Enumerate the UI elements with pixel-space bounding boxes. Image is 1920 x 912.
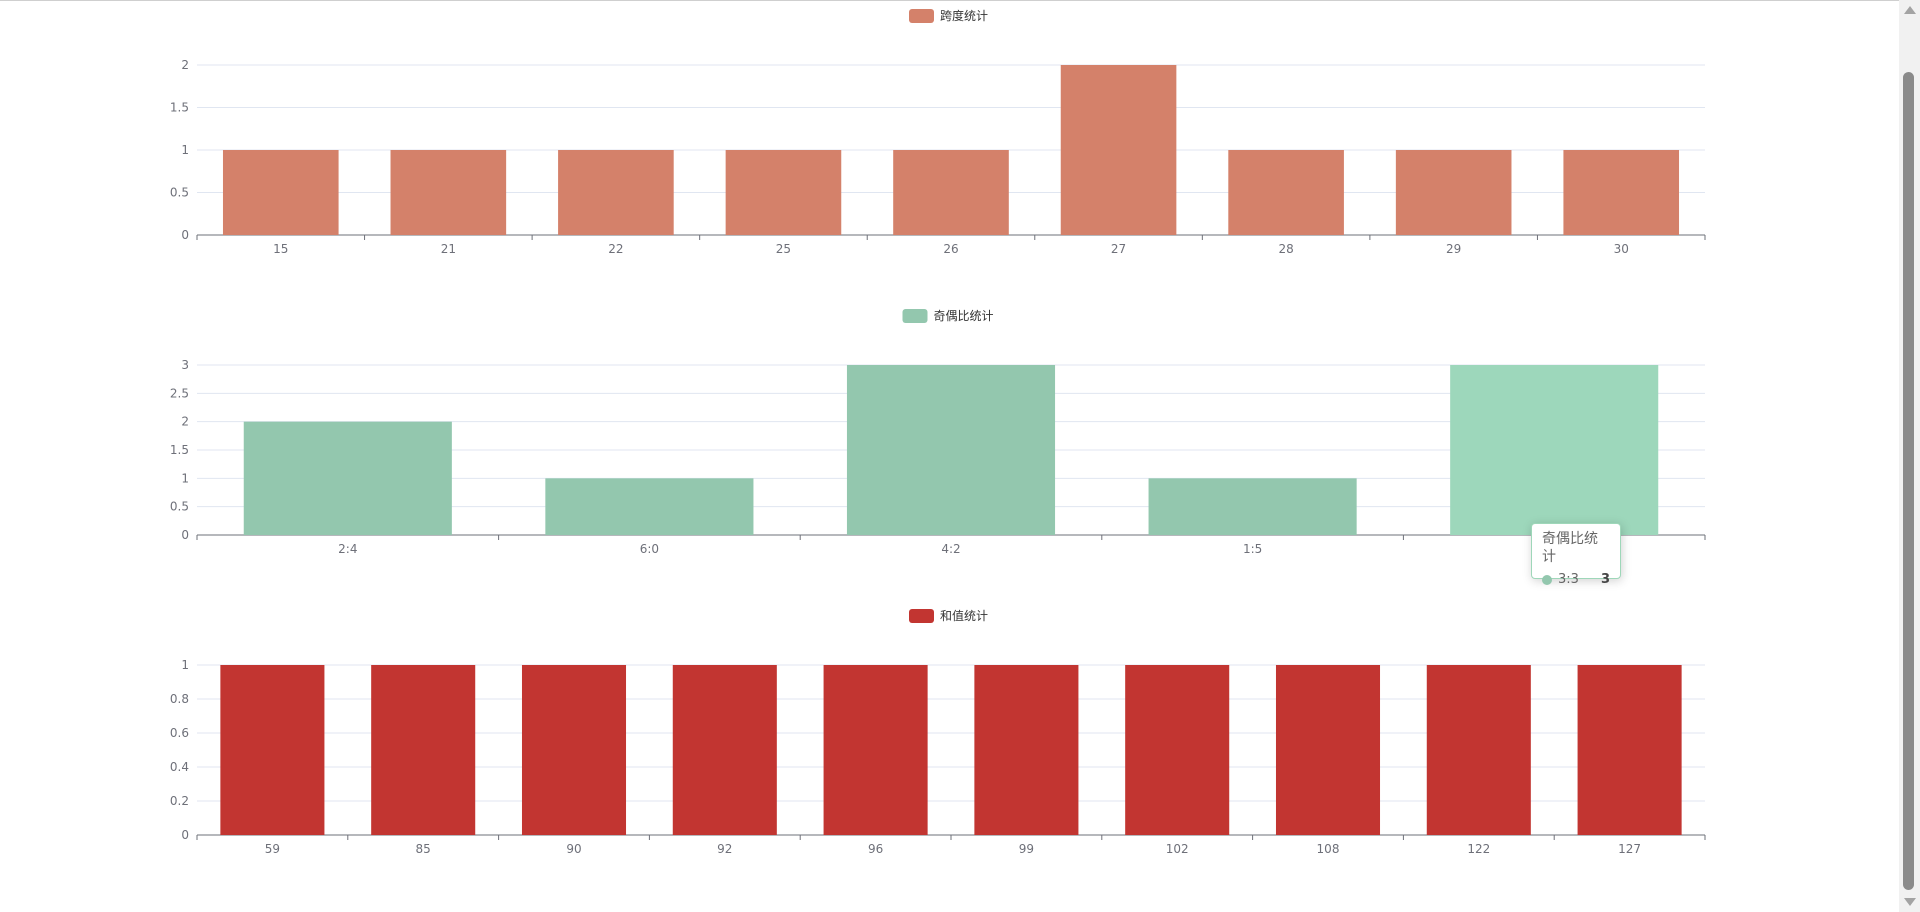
legend-swatch [909,609,934,623]
y-tick-label: 1.5 [170,443,189,457]
y-tick-label: 2.5 [170,386,189,400]
y-tick-label: 1 [181,143,189,157]
x-tick-label: 96 [868,842,883,856]
x-tick-label: 90 [566,842,581,856]
scrollbar-thumb[interactable] [1903,72,1914,890]
x-tick-label: 122 [1467,842,1490,856]
bar-59 [220,665,325,835]
x-tick-label: 29 [1446,242,1461,256]
x-tick-label: 15 [273,242,288,256]
y-tick-label: 2 [181,415,189,429]
y-tick-label: 0.5 [170,500,189,514]
bar-1:5 [1148,478,1357,535]
y-tick-label: 0 [181,828,189,842]
bar-22 [558,150,674,235]
tooltip-value: 3 [1600,572,1610,587]
x-tick-label: 27 [1111,242,1126,256]
x-tick-label: 85 [416,842,431,856]
bar-26 [893,150,1009,235]
x-tick-label: 1:5 [1243,542,1262,556]
chart-tooltip: 奇偶比统计 3:3 3 [1531,523,1621,587]
y-tick-label: 0.8 [170,692,189,706]
scroll-up-arrow-icon[interactable] [1904,6,1916,14]
bar-6:0 [545,478,754,535]
bar-2:4 [243,421,452,535]
x-tick-label: 2:4 [338,542,357,556]
bar-108 [1275,665,1381,835]
legend-label: 跨度统计 [940,8,988,23]
y-tick-label: 0.6 [170,726,189,740]
y-tick-label: 1 [181,471,189,485]
x-tick-label: 26 [943,242,958,256]
y-tick-label: 0 [181,228,189,242]
y-tick-label: 0.5 [170,186,189,200]
y-tick-label: 0.2 [170,794,189,808]
legend-swatch [909,9,934,23]
x-tick-label: 99 [1019,842,1034,856]
bar-96 [823,665,928,835]
vertical-scrollbar[interactable] [1899,0,1920,912]
x-tick-label: 59 [265,842,280,856]
bar-90 [521,665,627,835]
x-tick-label: 108 [1317,842,1340,856]
x-tick-label: 28 [1278,242,1293,256]
bar-4:2 [846,365,1056,535]
bar-15 [222,150,339,235]
x-tick-label: 22 [608,242,623,256]
scroll-down-arrow-icon[interactable] [1904,898,1916,906]
bar-29 [1395,150,1512,235]
bar-25 [725,150,842,235]
chart-1: 跨度统计 0 0.5 1 1.5 2 15 21 22 25 26 27 28 29 30 [170,8,1706,256]
x-tick-label: 25 [776,242,791,256]
x-tick-label: 21 [441,242,456,256]
y-tick-label: 1.5 [170,101,189,115]
x-tick-label: 4:2 [941,542,960,556]
tooltip-title: 奇偶比统计 [1542,531,1598,565]
bar-27 [1060,65,1177,235]
legend-label: 奇偶比统计 [934,309,994,323]
y-tick-label: 0.4 [170,760,189,774]
y-tick-label: 1 [181,658,189,672]
y-tick-label: 3 [181,358,189,372]
tooltip-label: 3:3 [1558,572,1579,587]
bar-92 [672,665,777,835]
chart-3: 和值统计 0 0.2 0.4 0.6 0.8 1 59 85 90 92 96 99 102 108 122 1… [170,608,1706,856]
x-tick-label: 6:0 [640,542,659,556]
y-tick-label: 0 [181,528,189,542]
x-tick-label: 127 [1618,842,1641,856]
bar-85 [371,665,476,835]
x-tick-label: 30 [1614,242,1629,256]
x-tick-label: 102 [1166,842,1189,856]
bar-122 [1426,665,1531,835]
bar-30 [1563,150,1680,235]
bar-127 [1577,665,1682,835]
bar-28 [1228,150,1344,235]
legend-label: 和值统计 [940,608,988,623]
bar-99 [974,665,1079,835]
tooltip-series-dot [1542,575,1552,585]
bar-21 [390,150,507,235]
bar-3:3 [1450,365,1659,535]
top-border [0,0,1899,1]
legend-swatch [902,309,928,323]
x-tick-label: 92 [717,842,732,856]
bar-102 [1125,665,1230,835]
tooltip-row: 3:3 3 [1542,572,1610,588]
y-tick-label: 2 [181,58,189,72]
